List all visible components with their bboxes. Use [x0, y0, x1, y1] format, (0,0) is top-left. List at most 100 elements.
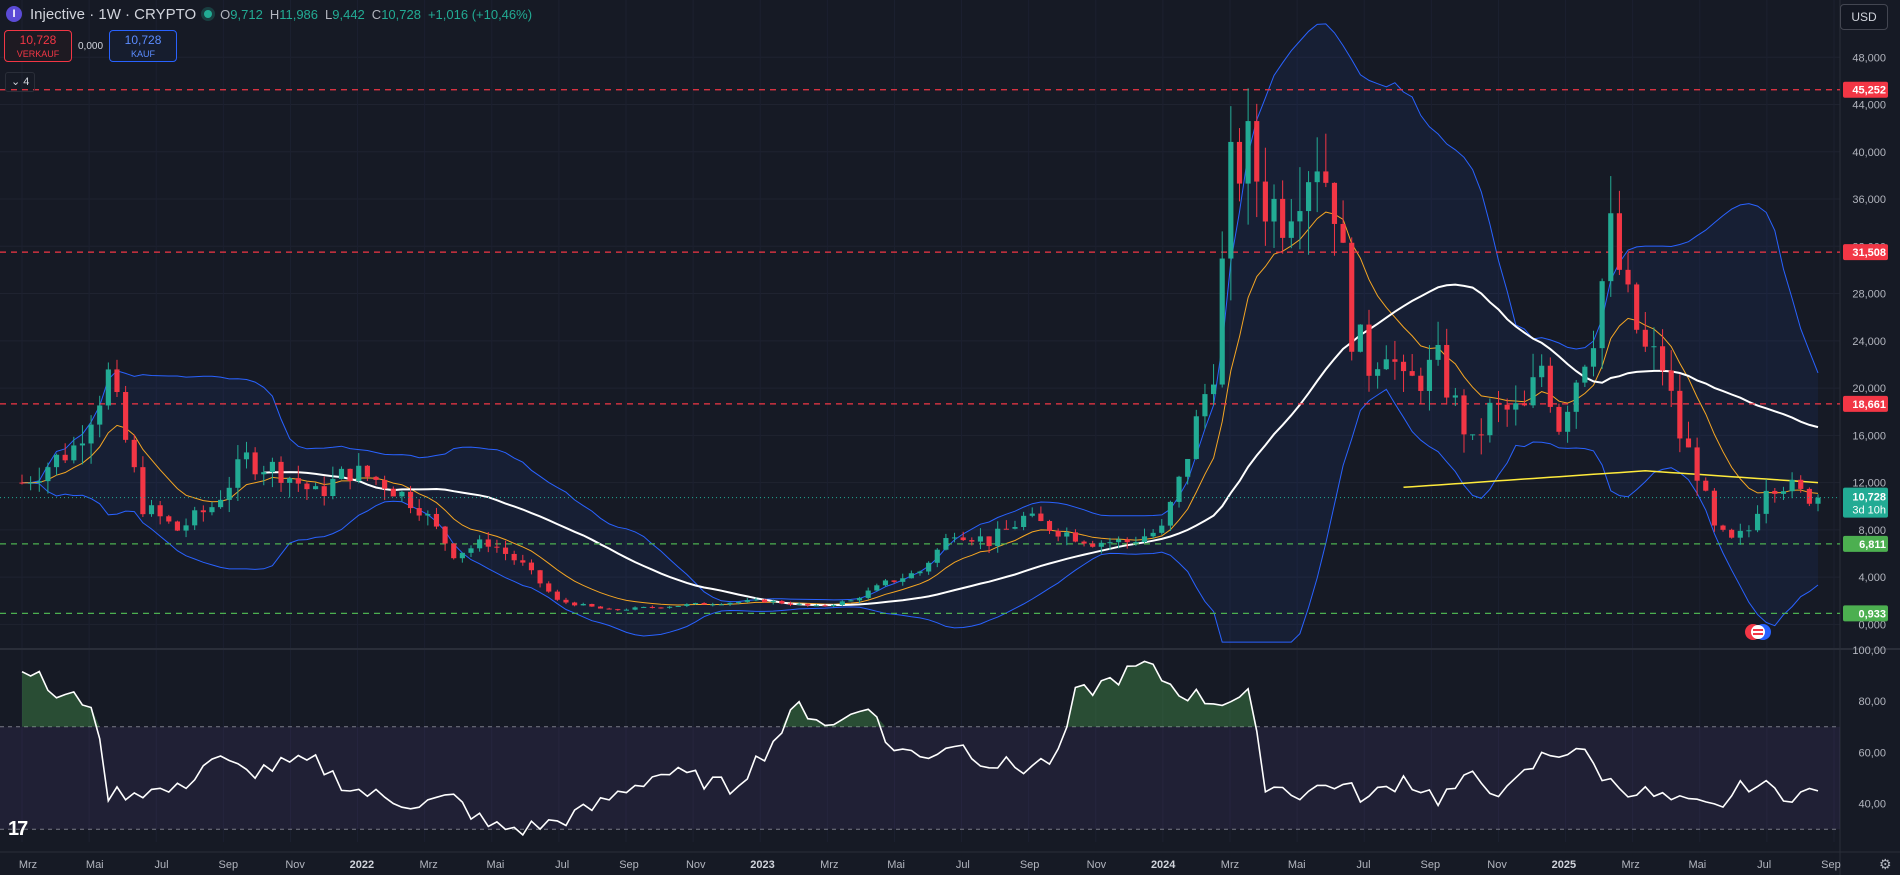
candle-body — [1366, 324, 1372, 376]
candle-body — [1521, 403, 1528, 406]
candle-body — [97, 405, 103, 425]
symbol-title[interactable]: Injective · 1W · CRYPTO — [30, 5, 197, 23]
candle-body — [330, 478, 336, 497]
candle-body — [1271, 198, 1277, 222]
price-tick-label: 36,000 — [1852, 194, 1886, 206]
candle-body — [684, 604, 690, 606]
price-tick-label: 44,000 — [1852, 100, 1886, 112]
candle-body — [874, 585, 880, 591]
candle-body — [1711, 490, 1717, 526]
currency-button[interactable]: USD — [1840, 4, 1888, 30]
candle-body — [235, 459, 241, 488]
candle-body — [1331, 182, 1338, 224]
candle-body — [710, 604, 716, 606]
candle-body — [1513, 403, 1519, 410]
rsi-tick-label: 40,00 — [1858, 799, 1886, 811]
injective-logo-icon: I — [6, 6, 22, 22]
candle-body — [1547, 365, 1553, 407]
candle-body — [226, 487, 232, 500]
candle-body — [105, 369, 111, 406]
candle-body — [805, 603, 811, 606]
candle-body — [770, 600, 776, 603]
symbol-legend: I Injective · 1W · CRYPTO O9,712 H11,986… — [6, 4, 532, 24]
spread-value: 0,000 — [78, 40, 104, 52]
candle-body — [736, 601, 742, 603]
candle-body — [882, 580, 889, 586]
candle-body — [839, 601, 845, 605]
time-tick-label: Mrz — [820, 859, 838, 871]
level-badge-label: 0,933 — [1858, 608, 1886, 620]
time-tick-label: 2023 — [750, 859, 774, 871]
candle-body — [1470, 434, 1476, 436]
price-tick-label: 40,000 — [1852, 147, 1886, 159]
candle-body — [416, 508, 422, 516]
candle-body — [1349, 242, 1355, 352]
candle-body — [1582, 366, 1588, 383]
buy-button[interactable]: 10,728 KAUF — [109, 30, 178, 62]
candle-body — [934, 549, 940, 563]
time-tick-label: Jul — [155, 859, 169, 871]
candle-body — [1746, 530, 1752, 532]
candle-body — [1556, 406, 1562, 432]
candle-body — [1754, 513, 1761, 531]
candle-body — [1167, 501, 1173, 526]
market-status-icon — [204, 10, 213, 18]
level-badge — [1843, 81, 1888, 98]
ohlc-low: L9,442 — [325, 6, 365, 22]
candle-body — [1090, 543, 1096, 547]
last-price-label: 10,728 — [1852, 492, 1886, 504]
candle-body — [667, 606, 673, 608]
settings-icon[interactable]: ⚙ — [1879, 856, 1892, 872]
candle-body — [1478, 434, 1484, 436]
candle-body — [399, 491, 405, 497]
candle-body — [1452, 395, 1458, 398]
candle-body — [1400, 361, 1407, 372]
candle-body — [494, 546, 500, 548]
candle-body — [580, 603, 586, 606]
candle-body — [1616, 213, 1622, 270]
candle-body — [442, 526, 448, 544]
candle-body — [148, 505, 155, 515]
sell-button[interactable]: 10,728 VERKAUF — [4, 30, 72, 62]
candle-body — [658, 607, 664, 609]
events-flag-icon[interactable] — [1744, 623, 1772, 641]
candle-body — [295, 478, 301, 484]
tradingview-logo[interactable]: 17 — [8, 818, 28, 840]
candle-body — [796, 603, 802, 605]
candle-body — [53, 454, 60, 468]
price-tick-label: 48,000 — [1852, 52, 1886, 64]
candle-body — [157, 505, 163, 517]
candle-body — [1694, 447, 1700, 481]
time-tick-label: Mai — [1288, 859, 1306, 871]
candle-body — [822, 605, 828, 607]
level-badge — [1843, 535, 1888, 552]
candle-body — [701, 602, 707, 605]
time-tick-label: Nov — [1487, 859, 1507, 871]
candle-body — [632, 607, 638, 610]
candle-body — [1737, 530, 1743, 538]
candle-body — [813, 605, 819, 607]
candle-body — [917, 571, 923, 574]
candle-body — [1038, 513, 1044, 522]
candle-body — [1193, 416, 1199, 459]
candle-body — [1219, 258, 1225, 385]
last-price-badge — [1843, 487, 1888, 518]
candle-body — [986, 536, 992, 547]
candle-body — [563, 599, 569, 603]
candle-body — [528, 562, 535, 571]
candle-body — [1703, 480, 1709, 491]
time-tick-label: Mrz — [19, 859, 37, 871]
candle-body — [831, 604, 837, 606]
rsi-band-fill — [0, 726, 1840, 830]
time-axis: Mrz Mai Jul Sep Nov 2022 Mrz Mai Jul Sep Nov 2023 Mr… — [19, 859, 1841, 871]
candle-body — [468, 548, 474, 553]
level-badge-label: 6,811 — [1859, 539, 1886, 551]
time-tick-label: Mrz — [1221, 859, 1239, 871]
candle-body — [1236, 141, 1243, 184]
candle-body — [261, 472, 267, 475]
price-axis: 0,000 4,000 8,000 12,000 16,000 20,000 24,000 2… — [1843, 52, 1888, 631]
candle-body — [554, 591, 560, 600]
candle-body — [969, 540, 975, 542]
indicators-toggle[interactable]: ⌄ 4 — [5, 72, 36, 92]
